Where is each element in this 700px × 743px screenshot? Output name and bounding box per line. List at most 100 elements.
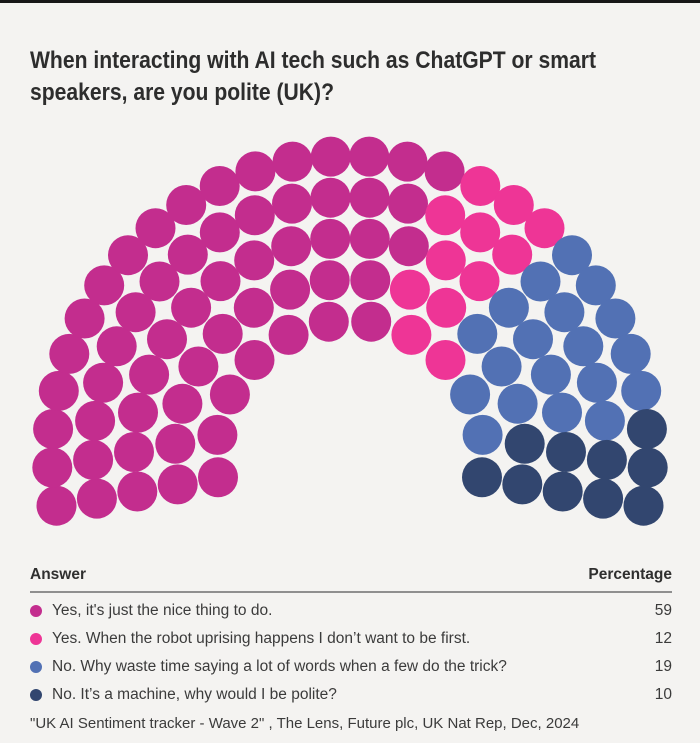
seat-dot: [199, 212, 240, 253]
seat-dot: [166, 185, 207, 225]
seat-dot: [209, 374, 250, 415]
percentage-value: 12: [654, 630, 672, 647]
seat-dot: [621, 370, 662, 411]
seat-dot: [450, 374, 491, 415]
legend-dot-icon: [30, 689, 42, 701]
answer-column-header: Answer: [30, 566, 86, 583]
seat-dot: [623, 485, 664, 526]
seat-dot: [488, 287, 529, 328]
answer-label: Yes. When the robot uprising happens I d…: [52, 630, 471, 647]
seat-dot: [197, 414, 238, 455]
seat-dot: [84, 265, 125, 306]
seat-dot: [200, 261, 241, 302]
seat-dot: [425, 240, 466, 281]
seat-dot: [129, 354, 170, 395]
seat-dot: [576, 362, 617, 403]
seat-dot: [460, 212, 501, 253]
seat-dot: [520, 261, 561, 302]
seat-dot: [117, 471, 158, 512]
seat-dot: [457, 313, 498, 354]
seat-dot: [542, 471, 583, 512]
seat-dot: [268, 314, 309, 355]
legend-table-rows: Yes, it's just the nice thing to do. 59 Ye…: [30, 597, 672, 709]
seat-dot: [575, 265, 616, 306]
seat-dot: [546, 432, 586, 472]
seat-dot: [492, 234, 533, 275]
percentage-value: 19: [654, 658, 672, 675]
answer-label: Yes, it's just the nice thing to do.: [52, 602, 273, 619]
chart-title-line-2: speakers, are you polite (UK)?: [30, 79, 334, 107]
seat-dot: [234, 195, 275, 236]
legend-dot-icon: [30, 633, 42, 645]
seat-dot: [38, 370, 79, 411]
seat-dot: [49, 333, 90, 374]
seat-dot: [118, 392, 158, 433]
seat-dot: [542, 392, 582, 433]
seat-dot: [147, 319, 187, 360]
seat-dot: [493, 185, 534, 225]
seat-dot: [234, 240, 275, 281]
legend-dot-icon: [30, 605, 42, 617]
parliament-chart: [32, 136, 668, 526]
seat-dot: [349, 136, 390, 177]
seat-dot: [36, 485, 77, 526]
seat-dot: [391, 314, 432, 355]
seat-dot: [155, 423, 196, 464]
seat-dot: [350, 260, 391, 301]
seat-dot: [425, 340, 466, 380]
seat-dot: [308, 301, 349, 342]
answer-label: No. Why waste time saying a lot of words…: [52, 658, 507, 675]
seat-dot: [162, 383, 203, 424]
seat-dot: [504, 423, 545, 464]
seat-dot: [167, 234, 208, 275]
seat-dot: [76, 478, 117, 519]
seat-dot: [563, 326, 604, 367]
seat-dot: [586, 439, 627, 480]
seat-dot: [202, 313, 243, 354]
seat-dot: [234, 340, 275, 380]
seat-dot: [481, 346, 522, 387]
percentage-value: 10: [654, 686, 672, 703]
seat-dot: [513, 319, 553, 360]
seat-dot: [114, 432, 154, 472]
seat-dot: [610, 333, 651, 374]
seat-dot: [388, 183, 428, 224]
table-row: Yes. When the robot uprising happens I d…: [30, 625, 672, 653]
seat-dot: [233, 287, 274, 328]
seat-dot: [171, 287, 212, 328]
seat-dot: [73, 439, 114, 480]
seat-dot: [310, 177, 351, 218]
seat-dot: [462, 457, 502, 498]
seat-dot: [198, 457, 238, 498]
percentage-column-header: Percentage: [588, 566, 672, 583]
seat-dot: [530, 354, 571, 395]
answer-label: No. It’s a machine, why would I be polit…: [52, 686, 337, 703]
seat-dot: [139, 261, 180, 302]
seat-dot: [387, 141, 428, 182]
seat-dot: [108, 235, 148, 276]
seat-dot: [310, 136, 351, 177]
seat-dot: [524, 208, 565, 249]
seat-dot: [627, 447, 668, 488]
seat-dot: [272, 183, 312, 224]
seat-dot: [388, 226, 429, 267]
seat-dot: [351, 301, 392, 342]
seat-dot: [309, 260, 350, 301]
seat-dot: [199, 166, 240, 206]
seat-dot: [544, 292, 585, 333]
seat-dot: [595, 298, 636, 339]
source-note: "UK AI Sentiment tracker - Wave 2" , The…: [30, 715, 580, 732]
seat-dot: [462, 414, 503, 455]
seat-dot: [502, 464, 543, 505]
seat-dot: [349, 177, 390, 218]
seat-dot: [75, 400, 116, 441]
legend-dot-icon: [30, 661, 42, 673]
chart-title: When interacting with AI tech such as Ch…: [30, 45, 695, 110]
seat-dot: [497, 383, 538, 424]
seat-dot: [626, 409, 667, 449]
seat-dot: [583, 478, 624, 519]
percentage-value: 59: [654, 602, 672, 619]
seat-dot: [235, 151, 276, 192]
seat-dot: [426, 287, 467, 328]
answer-table: Answer Percentage Yes, it's just the nic…: [30, 566, 672, 709]
